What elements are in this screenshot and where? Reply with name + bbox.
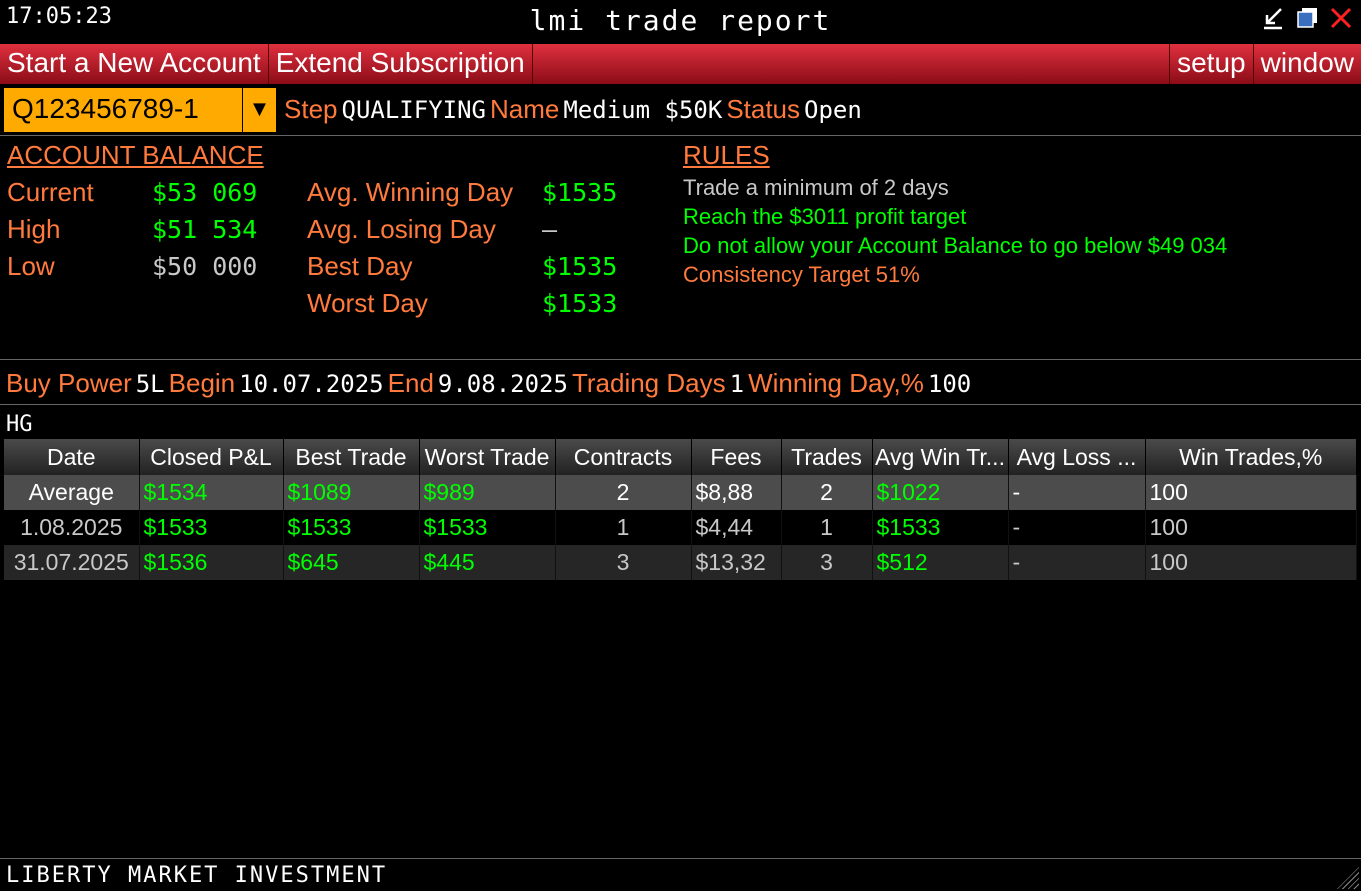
trading-days-value: 1	[729, 370, 745, 398]
symbol-label: HG	[6, 412, 33, 437]
stats-bar: Buy Power 5L Begin 10.07.2025 End 9.08.2…	[0, 359, 1361, 405]
avg-losing-day-value: –	[542, 215, 558, 244]
table-cell: $4,44	[691, 510, 782, 545]
current-value: $53 069	[152, 178, 258, 207]
table-cell: $1533	[283, 510, 420, 545]
account-select[interactable]: Q123456789-1	[4, 87, 242, 132]
table-cell: 3	[781, 545, 873, 580]
table-cell: -	[1008, 475, 1146, 510]
high-value: $51 534	[152, 215, 258, 244]
column-header[interactable]: Contracts	[555, 439, 692, 475]
table-cell: 1.08.2025	[4, 510, 140, 545]
column-header[interactable]: Avg Loss ...	[1008, 439, 1146, 475]
table-cell: -	[1008, 545, 1146, 580]
trading-days-label: Trading Days	[571, 368, 726, 398]
setup-menu[interactable]: setup	[1170, 44, 1254, 84]
rule-min-days: Trade a minimum of 2 days	[683, 175, 949, 200]
table-cell: $1022	[872, 475, 1009, 510]
table-row[interactable]: 1.08.2025 $1533 $1533 $1533 1 $4,44 1 $1533-100	[4, 510, 1357, 545]
avg-losing-day-label: Avg. Losing Day	[307, 214, 496, 244]
status-label: Status	[726, 94, 801, 124]
avg-winning-day-label: Avg. Winning Day	[307, 177, 514, 207]
table-cell: $1089	[283, 475, 420, 510]
worst-day-value: $1533	[542, 289, 618, 318]
rule-consistency: Consistency Target 51%	[683, 262, 920, 287]
start-new-account-button[interactable]: Start a New Account	[0, 44, 269, 84]
rule-min-balance: Do not allow your Account Balance to go …	[683, 233, 1228, 258]
table-cell: $445	[419, 545, 556, 580]
table-cell: 100	[1145, 475, 1357, 510]
column-header[interactable]: Trades	[781, 439, 873, 475]
table-cell: $8,88	[691, 475, 782, 510]
account-bar: Q123456789-1 ▼ Step QUALIFYING Name Medi…	[0, 84, 1361, 136]
column-header[interactable]: Worst Trade	[419, 439, 556, 475]
table-cell: $645	[283, 545, 420, 580]
table-cell: 100	[1145, 510, 1357, 545]
table-cell: 2	[555, 475, 692, 510]
end-label: End	[387, 368, 434, 398]
menu-bar: Start a New Account Extend Subscription …	[0, 44, 1361, 84]
column-header[interactable]: Fees	[691, 439, 782, 475]
rules-panel: RULES Trade a minimum of 2 days Reach th…	[683, 140, 1227, 287]
rules-heading: RULES	[683, 140, 770, 170]
table-cell: 100	[1145, 545, 1357, 580]
column-header[interactable]: Avg Win Tr...	[872, 439, 1009, 475]
table-row[interactable]: 31.07.2025 $1536 $645 $445 3 $13,32 3 $512-100	[4, 545, 1357, 580]
low-value: $50 000	[152, 252, 258, 281]
table-cell: 3	[555, 545, 692, 580]
table-cell: 1	[781, 510, 873, 545]
table-cell: $512	[872, 545, 1009, 580]
table-cell: $1533	[419, 510, 556, 545]
status-value: Open	[804, 96, 862, 124]
account-balance-heading: ACCOUNT BALANCE	[7, 140, 264, 170]
trade-table: Date Closed P&L Best Trade Worst Trade Contr…	[4, 439, 1357, 580]
close-icon[interactable]	[1329, 6, 1353, 30]
restore-icon[interactable]	[1295, 6, 1319, 30]
column-header[interactable]: Closed P&L	[139, 439, 284, 475]
winning-day-pct-value: 100	[927, 370, 972, 398]
best-day-label: Best Day	[307, 251, 413, 281]
minimize-icon[interactable]	[1261, 6, 1285, 30]
window-menu[interactable]: window	[1260, 47, 1354, 78]
end-value: 9.08.2025	[437, 370, 568, 398]
footer-brand: LIBERTY MARKET INVESTMENT	[0, 858, 1361, 891]
table-cell: $1534	[139, 475, 284, 510]
table-cell: $13,32	[691, 545, 782, 580]
current-label: Current	[7, 177, 94, 207]
table-cell: $1533	[872, 510, 1009, 545]
extend-subscription-button[interactable]: Extend Subscription	[269, 44, 533, 84]
table-row[interactable]: Average $1534 $1089 $989 2 $8,88 2 $1022-100	[4, 475, 1357, 510]
winning-day-pct-label: Winning Day,%	[748, 368, 924, 398]
window-title: lmi trade report	[529, 4, 832, 37]
worst-day-label: Worst Day	[307, 288, 428, 318]
table-cell: Average	[4, 475, 140, 510]
rule-profit-target: Reach the $3011 profit target	[683, 204, 967, 229]
table-cell: 1	[555, 510, 692, 545]
name-value: Medium $50K	[563, 96, 723, 124]
table-cell: $1536	[139, 545, 284, 580]
column-header[interactable]: Best Trade	[283, 439, 420, 475]
high-label: High	[7, 214, 61, 244]
step-label: Step	[284, 94, 338, 124]
clock: 17:05:23	[6, 4, 112, 29]
table-cell: $1533	[139, 510, 284, 545]
buy-power-label: Buy Power	[6, 368, 132, 398]
name-label: Name	[490, 94, 560, 124]
step-value: QUALIFYING	[341, 96, 487, 124]
table-cell: -	[1008, 510, 1146, 545]
buy-power-value: 5L	[135, 370, 165, 398]
chevron-down-icon[interactable]: ▼	[242, 87, 276, 132]
column-header[interactable]: Date	[4, 439, 140, 475]
begin-label: Begin	[168, 368, 236, 398]
begin-value: 10.07.2025	[239, 370, 384, 398]
table-cell: 31.07.2025	[4, 545, 140, 580]
column-header[interactable]: Win Trades,%	[1145, 439, 1357, 475]
avg-winning-day-value: $1535	[542, 178, 618, 207]
low-label: Low	[7, 251, 55, 281]
table-cell: 2	[781, 475, 873, 510]
table-cell: $989	[419, 475, 556, 510]
best-day-value: $1535	[542, 252, 618, 281]
